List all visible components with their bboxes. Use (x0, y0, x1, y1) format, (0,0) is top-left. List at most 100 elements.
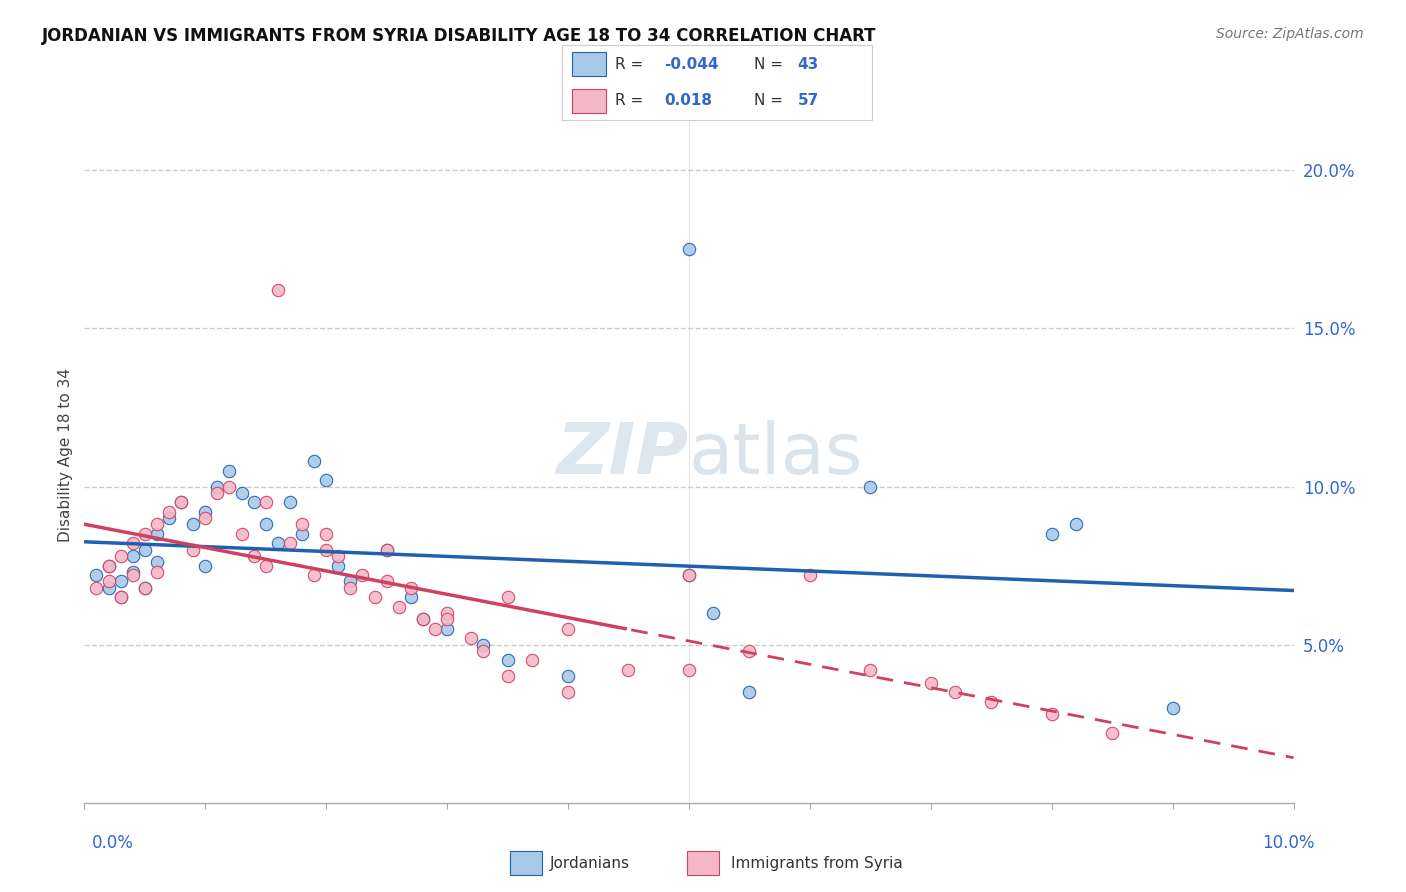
Point (1161, 701, 1184, 715)
Point (278, 495, 301, 509)
Point (218, 479, 240, 493)
Point (436, 612, 458, 626)
Point (328, 558, 350, 573)
Text: Immigrants from Syria: Immigrants from Syria (731, 855, 903, 871)
Y-axis label: Disability Age 18 to 34: Disability Age 18 to 34 (58, 368, 73, 542)
Point (1101, 726, 1123, 740)
Point (375, 542, 398, 557)
Point (436, 606, 458, 620)
Point (242, 549, 264, 563)
Point (1064, 517, 1087, 532)
Point (399, 581, 422, 595)
Point (134, 581, 156, 595)
Point (254, 558, 277, 573)
Point (181, 517, 204, 532)
Text: N =: N = (754, 93, 787, 108)
Point (315, 542, 337, 557)
Point (302, 454, 325, 468)
Point (291, 517, 314, 532)
Point (267, 284, 290, 298)
Point (231, 486, 253, 500)
Point (254, 495, 277, 509)
Text: 0.0%: 0.0% (91, 834, 134, 852)
Point (97, 558, 120, 573)
FancyBboxPatch shape (572, 88, 606, 112)
Point (207, 486, 229, 500)
Point (121, 549, 143, 563)
Point (339, 581, 361, 595)
Point (363, 591, 385, 605)
Point (472, 644, 495, 658)
Text: R =: R = (614, 93, 648, 108)
Point (86, 581, 108, 595)
Point (423, 622, 446, 636)
Point (678, 663, 700, 677)
Point (678, 568, 700, 582)
Point (738, 685, 761, 699)
FancyBboxPatch shape (688, 851, 718, 876)
Point (678, 568, 700, 582)
Point (399, 591, 422, 605)
Text: JORDANIAN VS IMMIGRANTS FROM SYRIA DISABILITY AGE 18 TO 34 CORRELATION CHART: JORDANIAN VS IMMIGRANTS FROM SYRIA DISAB… (42, 27, 877, 45)
Text: ZIP: ZIP (557, 420, 689, 490)
Point (920, 675, 942, 690)
Point (1040, 707, 1063, 722)
Point (134, 542, 156, 557)
Point (86, 568, 108, 582)
Point (472, 638, 495, 652)
Point (254, 517, 277, 532)
Point (557, 622, 579, 636)
Point (496, 653, 519, 667)
Point (339, 574, 361, 589)
Point (194, 505, 217, 519)
Point (194, 558, 217, 573)
Point (702, 606, 724, 620)
Text: 43: 43 (797, 57, 818, 72)
Point (302, 568, 325, 582)
FancyBboxPatch shape (510, 851, 541, 876)
Point (943, 685, 966, 699)
Point (110, 549, 132, 563)
Point (460, 632, 482, 646)
Point (412, 612, 434, 626)
Point (980, 695, 1002, 709)
Point (231, 527, 253, 541)
Text: atlas: atlas (689, 420, 863, 490)
Point (352, 568, 374, 582)
Point (146, 527, 169, 541)
Point (375, 574, 398, 589)
Point (328, 549, 350, 563)
Point (799, 568, 821, 582)
Text: Source: ZipAtlas.com: Source: ZipAtlas.com (1216, 27, 1364, 41)
Point (97, 574, 120, 589)
Point (146, 565, 169, 579)
Point (194, 511, 217, 525)
Point (134, 527, 156, 541)
Point (496, 669, 519, 683)
Point (1040, 527, 1063, 541)
Point (146, 517, 169, 532)
Point (218, 464, 240, 478)
Point (242, 495, 264, 509)
Text: 10.0%: 10.0% (1263, 834, 1315, 852)
Text: -0.044: -0.044 (665, 57, 718, 72)
Point (170, 495, 193, 509)
Point (496, 591, 519, 605)
Point (678, 243, 700, 257)
Point (738, 644, 761, 658)
Point (157, 505, 180, 519)
Point (181, 542, 204, 557)
Text: 0.018: 0.018 (665, 93, 713, 108)
Point (121, 565, 143, 579)
Point (557, 669, 579, 683)
Point (291, 527, 314, 541)
Point (97, 581, 120, 595)
Point (859, 479, 882, 493)
Point (412, 612, 434, 626)
Point (557, 685, 579, 699)
Point (315, 473, 337, 487)
Point (859, 663, 882, 677)
Point (134, 581, 156, 595)
Point (617, 663, 640, 677)
Point (97, 558, 120, 573)
